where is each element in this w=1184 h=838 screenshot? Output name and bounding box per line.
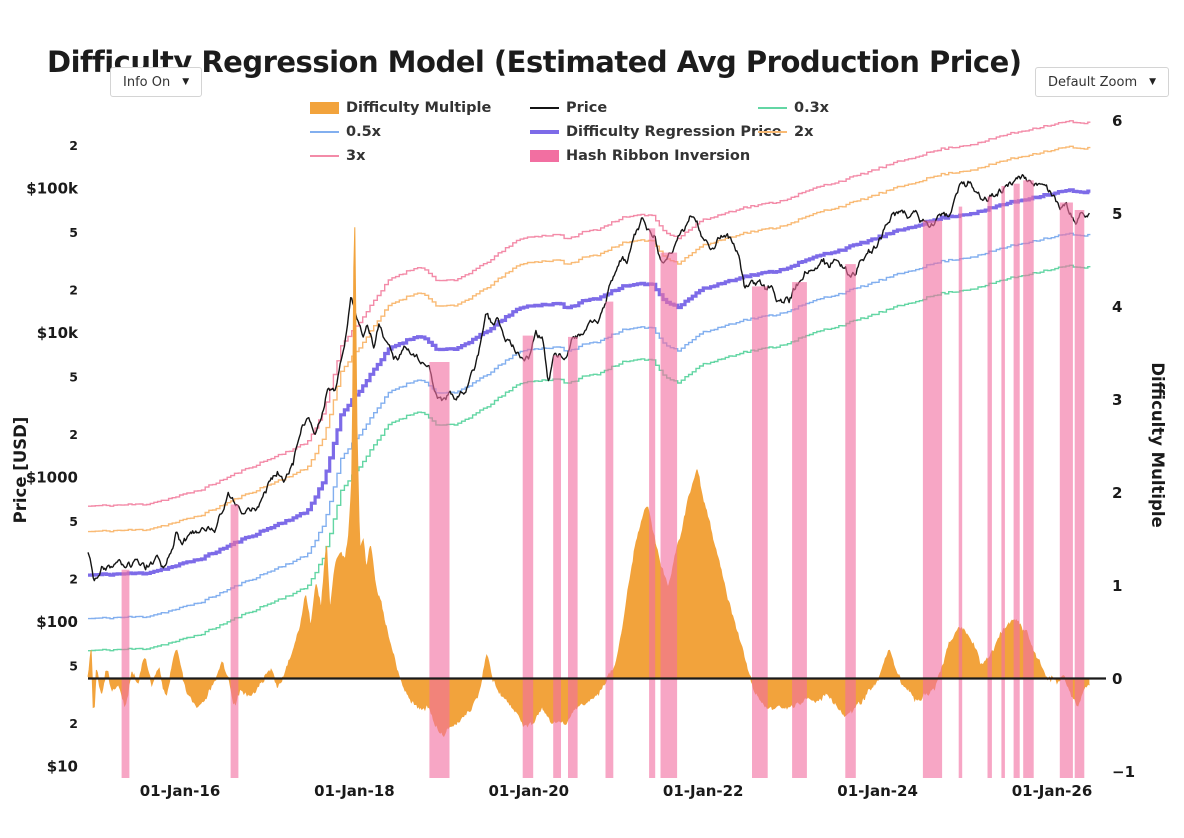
legend-item-0-5x[interactable]: 0.5x: [310, 120, 491, 144]
x-tick-01-Jan-20: 01-Jan-20: [489, 782, 570, 800]
hash-ribbon-inversion-band-16: [1013, 183, 1020, 778]
hash-ribbon-inversion-band-5: [568, 336, 578, 778]
hash-ribbon-inversion-band-6: [605, 301, 614, 778]
x-tick-01-Jan-26: 01-Jan-26: [1012, 782, 1093, 800]
hash-ribbon-inversion-band-10: [792, 282, 807, 778]
hash-ribbon-inversion-band-4: [553, 355, 561, 778]
y-left-tick-2: 2: [69, 283, 78, 298]
price-line: [87, 174, 1090, 582]
hash-ribbon-inversion-band-17: [1023, 180, 1034, 779]
y-left-axis-title: Price [USD]: [11, 417, 30, 524]
legend-swatch-hash_ribbon: [530, 150, 559, 162]
y-left-tick-10: $10: [47, 758, 78, 776]
y-left-tick-2: 2: [69, 427, 78, 442]
zoom-preset-dropdown[interactable]: Default Zoom ▼: [1035, 67, 1170, 97]
info-toggle-label: Info On: [123, 74, 171, 90]
legend-column-2: 0.3x 2x: [758, 96, 829, 144]
hash-ribbon-inversion-band-11: [845, 264, 856, 779]
y-left-tick-5: 5: [69, 369, 78, 384]
band-line-x3: [88, 120, 1091, 507]
y-right-tick-6: 6: [1112, 112, 1122, 130]
difficulty-multiple-area: [88, 227, 1090, 737]
legend-item-hash-ribbon-inversion[interactable]: Hash Ribbon Inversion: [530, 144, 782, 168]
hash-ribbon-inversion-band-14: [987, 196, 992, 778]
band-line-x2: [88, 145, 1091, 533]
y-left-tick-5: 5: [69, 514, 78, 529]
legend-swatch-difficulty_multiple: [310, 102, 339, 114]
x-tick-01-Jan-22: 01-Jan-22: [663, 782, 744, 800]
page-title: Difficulty Regression Model (Estimated A…: [47, 45, 1022, 80]
legend-item-price[interactable]: Price: [530, 96, 782, 120]
hash-ribbon-inversion-band-2: [429, 362, 450, 778]
x-tick-01-Jan-18: 01-Jan-18: [314, 782, 395, 800]
y-right-tick-3: 3: [1112, 391, 1122, 409]
y-right-tick--1: −1: [1112, 763, 1135, 781]
hash-ribbon-inversion-band-3: [522, 335, 534, 778]
y-left-tick-5: 5: [69, 658, 78, 673]
y-left-tick-2: 2: [69, 572, 78, 587]
x-tick-01-Jan-24: 01-Jan-24: [837, 782, 918, 800]
y-right-axis-title: Difficulty Multiple: [1148, 362, 1167, 527]
difficulty-multiple-line: [87, 227, 1090, 738]
legend-item-difficulty-regression-price[interactable]: Difficulty Regression Price: [530, 120, 782, 144]
hash-ribbon-inversion-band-19: [1074, 210, 1085, 778]
hash-ribbon-inversion-band-12: [922, 220, 943, 779]
hash-ribbon-inversion-band-15: [1001, 186, 1005, 778]
hash-ribbon-inversion-band-7: [649, 228, 656, 779]
legend-label: 3x: [346, 148, 366, 164]
y-left-tick-100k: $100k: [26, 180, 79, 198]
info-toggle-dropdown[interactable]: Info On ▼: [110, 67, 203, 97]
legend-label: 0.3x: [794, 100, 830, 116]
legend-label: Hash Ribbon Inversion: [566, 148, 751, 164]
legend-swatch-x05: [310, 131, 339, 133]
legend-item-0-3x[interactable]: 0.3x: [758, 96, 829, 120]
y-left-tick-10k: $10k: [37, 324, 79, 342]
legend-label: Difficulty Regression Price: [566, 124, 782, 140]
x-tick-01-Jan-16: 01-Jan-16: [140, 782, 221, 800]
legend-label: Price: [566, 100, 608, 116]
hash-ribbon-inversion-band-13: [958, 206, 963, 779]
y-right-tick-1: 1: [1112, 577, 1122, 595]
legend-label: 2x: [794, 124, 814, 140]
hash-ribbon-inversion-band-9: [752, 286, 768, 778]
y-left-tick-5: 5: [69, 225, 78, 240]
y-left-tick-100: $100: [36, 613, 78, 631]
legend-column-0: Difficulty Multiple 0.5x 3x: [310, 96, 491, 168]
y-left-tick-2: 2: [69, 138, 78, 153]
zoom-preset-label: Default Zoom: [1048, 74, 1138, 90]
y-left-tick-2: 2: [69, 716, 78, 731]
hash-ribbon-inversion-band-8: [660, 252, 678, 779]
legend-item-2x[interactable]: 2x: [758, 120, 829, 144]
y-right-tick-4: 4: [1112, 298, 1122, 316]
legend-label: Difficulty Multiple: [346, 100, 492, 116]
legend-item-difficulty-multiple[interactable]: Difficulty Multiple: [310, 96, 491, 120]
y-right-tick-0: 0: [1112, 670, 1122, 688]
legend-swatch-x03: [758, 107, 787, 109]
legend-swatch-x3: [310, 155, 339, 157]
hash-ribbon-inversion-band-0: [121, 569, 130, 778]
legend-swatch-regression: [530, 130, 559, 134]
chart-legend: Difficulty Multiple 0.5x 3x Price Difficulty…: [0, 96, 1184, 168]
y-left-tick-1000: $1000: [26, 469, 78, 487]
legend-item-3x[interactable]: 3x: [310, 144, 491, 168]
chevron-down-icon: ▼: [1149, 77, 1157, 87]
hash-ribbon-inversion-band-18: [1059, 202, 1073, 778]
chevron-down-icon: ▼: [182, 77, 190, 87]
legend-swatch-x2: [758, 131, 787, 133]
y-right-tick-2: 2: [1112, 484, 1122, 502]
legend-swatch-price: [530, 107, 559, 109]
legend-label: 0.5x: [346, 124, 382, 140]
hash-ribbon-inversion-band-1: [230, 504, 239, 778]
y-right-tick-5: 5: [1112, 205, 1122, 223]
legend-column-1: Price Difficulty Regression Price Hash Rib…: [530, 96, 782, 168]
